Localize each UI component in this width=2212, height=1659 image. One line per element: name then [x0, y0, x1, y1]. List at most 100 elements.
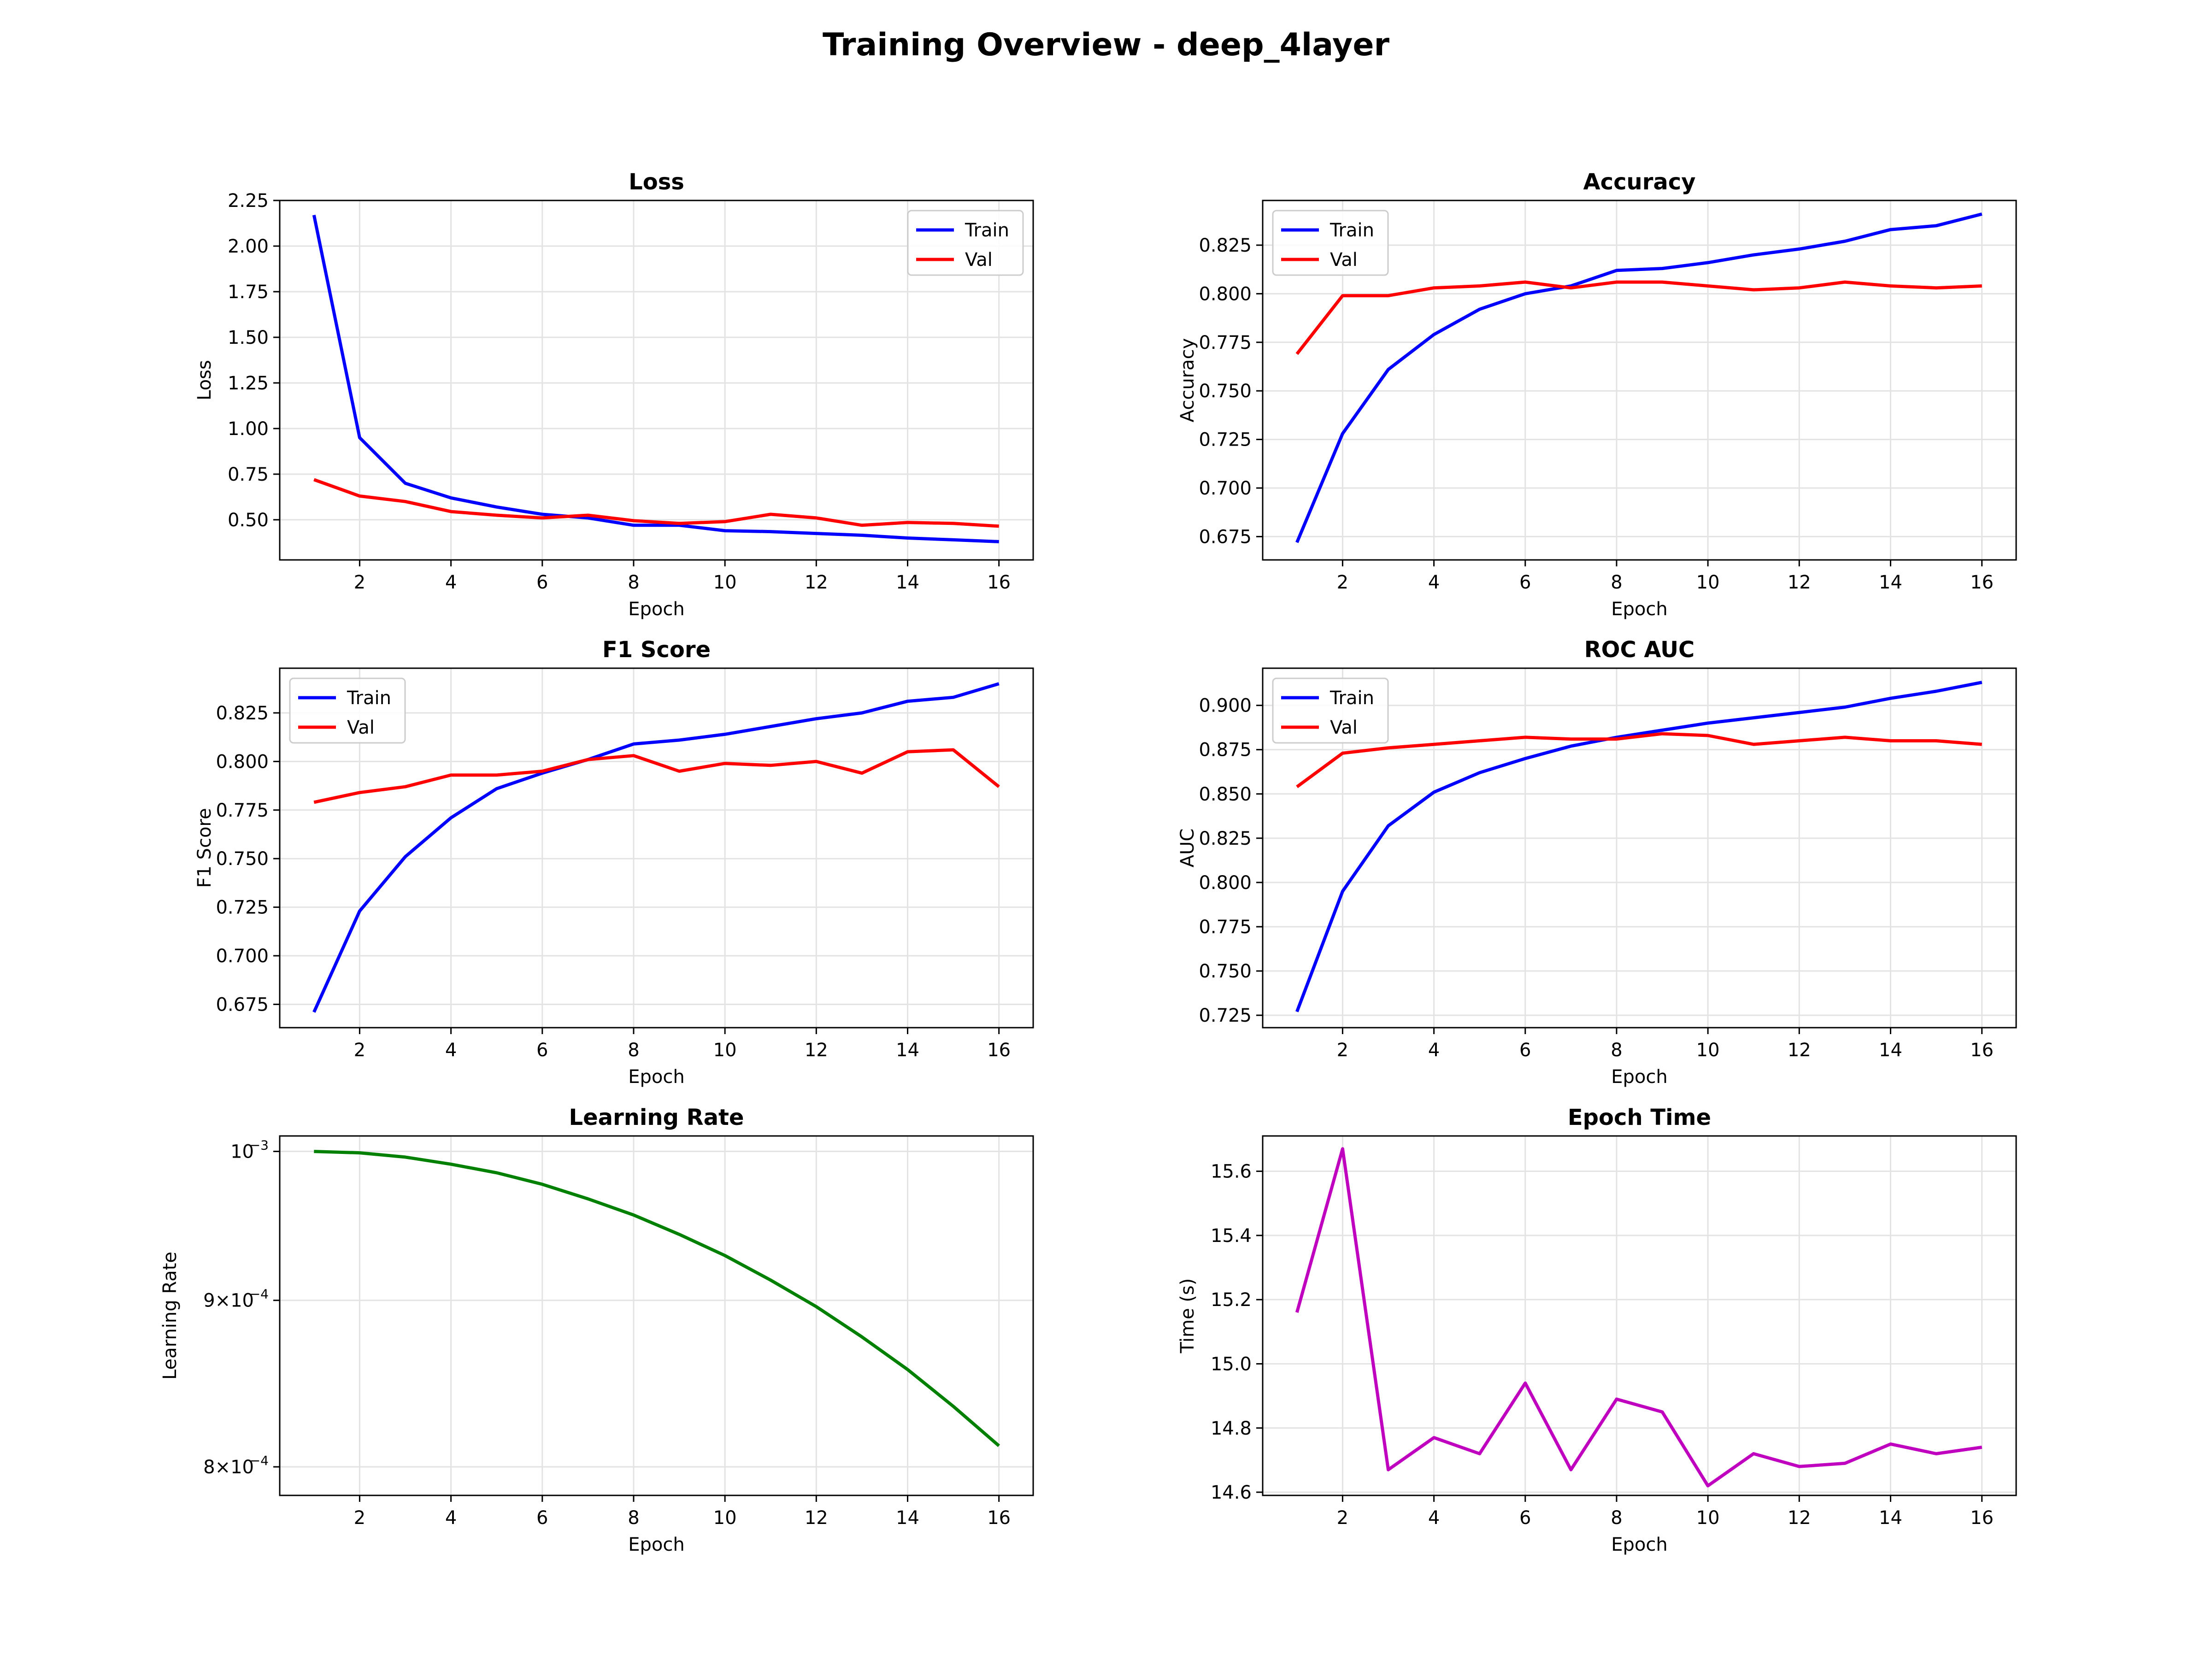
x-tick-label: 16: [987, 1040, 1011, 1061]
series-line-train: [312, 214, 999, 543]
series-line-val: [1295, 280, 1982, 355]
y-tick-label: 0.775: [1199, 332, 1252, 353]
x-tick-label: 6: [1519, 1040, 1531, 1061]
x-tick-label: 10: [1696, 572, 1720, 593]
x-tick-label: 8: [628, 1040, 639, 1061]
x-tick-label: 16: [1970, 1507, 1994, 1529]
x-tick-label: 4: [1428, 1507, 1440, 1529]
y-tick-label: 0.800: [1199, 872, 1252, 894]
chart-title: Accuracy: [1583, 169, 1695, 195]
y-tick-label-exponent: −4: [250, 1287, 269, 1302]
x-tick-label: 2: [1337, 1507, 1348, 1529]
y-tick-label: 0.825: [216, 703, 269, 724]
y-tick-label: 0.75: [228, 464, 269, 485]
x-tick-label: 4: [445, 1507, 457, 1529]
x-axis-label: Epoch: [628, 599, 684, 620]
y-tick-label: 1.25: [228, 373, 269, 394]
plot-frame: [1262, 667, 2017, 1029]
plot-frame: [1262, 1135, 2017, 1496]
y-tick-label: 0.50: [228, 510, 269, 531]
chart-panel-2: 2 4 6 8 10 12 14 16 0.675 0.700 0.725 0.750 0.775 0.8…: [194, 637, 1034, 1088]
x-tick-label: 8: [1611, 1040, 1622, 1061]
chart-title: F1 Score: [602, 637, 711, 663]
y-axis-label: Learning Rate: [159, 1252, 181, 1380]
x-tick-label: 4: [445, 572, 457, 593]
y-tick-label: 0.725: [216, 897, 269, 918]
y-axis-label: AUC: [1177, 829, 1198, 868]
y-tick-label: 0.750: [1199, 381, 1252, 402]
plot-frame: [279, 667, 1034, 1029]
y-tick-label: 15.4: [1211, 1225, 1252, 1247]
legend-label-train: Train: [965, 220, 1009, 241]
legend-label-train: Train: [1330, 220, 1374, 241]
chart-title: Epoch Time: [1568, 1105, 1711, 1130]
y-tick-label: 2.00: [228, 236, 269, 257]
x-tick-label: 8: [628, 1507, 639, 1529]
x-tick-label: 6: [1519, 572, 1531, 593]
legend: Train Val: [289, 677, 406, 744]
x-tick-label: 6: [536, 572, 548, 593]
y-tick-label: 10: [230, 1141, 254, 1163]
x-tick-label: 14: [896, 1040, 919, 1061]
x-tick-label: 14: [1879, 1507, 1902, 1529]
y-tick-label: 0.675: [216, 994, 269, 1015]
y-tick-label: 0.725: [1199, 429, 1252, 451]
series-line-line: [1295, 1147, 1983, 1488]
chart-panel-3: 2 4 6 8 10 12 14 16 0.725 0.750 0.775 0.800 0.825 0.8…: [1177, 637, 2017, 1088]
y-tick-label: 1.75: [228, 282, 269, 303]
x-tick-label: 2: [1337, 1040, 1348, 1061]
figure-title: Training Overview - deep_4layer: [822, 27, 1390, 63]
y-tick-label: 14.6: [1211, 1482, 1252, 1503]
x-tick-label: 12: [805, 572, 828, 593]
x-tick-label: 8: [1611, 1507, 1622, 1529]
x-tick-label: 16: [987, 1507, 1011, 1529]
x-tick-label: 14: [1879, 1040, 1902, 1061]
y-tick-label: 0.900: [1199, 695, 1252, 717]
x-tick-label: 4: [1428, 1040, 1440, 1061]
series-line-line: [314, 1150, 1000, 1447]
chart-panel-5: 2 4 6 8 10 12 14 16 14.6 14.8 15.0 15.2 15.4 15.6 Epoc…: [1177, 1105, 2017, 1555]
x-tick-label: 12: [1788, 572, 1811, 593]
x-tick-label: 10: [1696, 1040, 1720, 1061]
chart-panel-0: 2 4 6 8 10 12 14 16 0.50 0.75 1.00 1.25 1.50 1.75 2.00…: [194, 169, 1034, 620]
y-tick-label: 15.0: [1211, 1353, 1252, 1375]
y-tick-label: 0.775: [216, 800, 269, 821]
x-tick-label: 16: [1970, 1040, 1994, 1061]
legend-label-train: Train: [1330, 688, 1374, 709]
y-axis-label: Time (s): [1177, 1278, 1198, 1354]
x-axis-label: Epoch: [628, 1066, 684, 1088]
y-tick-label: 0.700: [1199, 478, 1252, 499]
x-tick-label: 8: [628, 572, 639, 593]
x-axis-label: Epoch: [1611, 1066, 1667, 1088]
series-line-val: [313, 478, 999, 528]
series-line-train: [1295, 212, 1983, 543]
x-tick-label: 10: [713, 1040, 737, 1061]
series-line-train: [1295, 681, 1983, 1012]
legend: Train Val: [1272, 210, 1389, 276]
y-tick-label: 8×10: [203, 1457, 254, 1478]
x-tick-label: 6: [536, 1507, 548, 1529]
x-tick-label: 12: [1788, 1040, 1811, 1061]
x-tick-label: 12: [805, 1507, 828, 1529]
legend-label-val: Val: [965, 249, 993, 271]
legend-label-val: Val: [1330, 717, 1358, 738]
legend-label-train: Train: [347, 688, 391, 709]
y-tick-label: 0.800: [216, 751, 269, 772]
y-tick-label: 9×10: [203, 1290, 254, 1312]
x-tick-label: 14: [1879, 572, 1902, 593]
x-tick-label: 2: [354, 1040, 365, 1061]
legend: Train Val: [907, 210, 1024, 276]
x-tick-label: 16: [987, 572, 1011, 593]
y-tick-label: 14.8: [1211, 1418, 1252, 1439]
x-tick-label: 14: [896, 572, 919, 593]
legend-label-val: Val: [1330, 249, 1358, 271]
y-axis-label: Loss: [194, 360, 215, 400]
x-tick-label: 4: [445, 1040, 457, 1061]
x-tick-label: 2: [354, 1507, 365, 1529]
x-tick-label: 16: [1970, 572, 1994, 593]
x-tick-label: 6: [536, 1040, 548, 1061]
x-tick-label: 14: [896, 1507, 919, 1529]
plot-frame: [279, 1135, 1034, 1496]
series-line-val: [313, 748, 1000, 804]
